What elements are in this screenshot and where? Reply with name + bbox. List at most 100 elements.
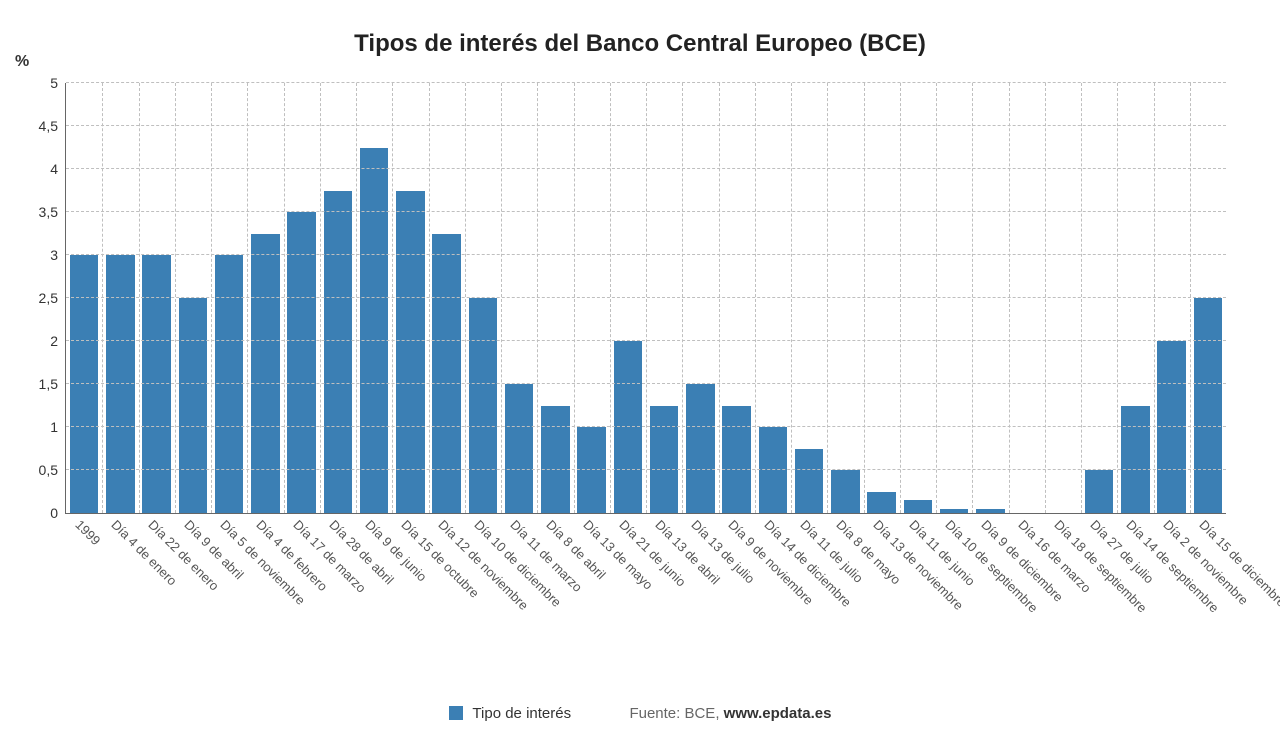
gridline-v [284,83,285,513]
bar-slot [429,83,465,513]
bar [432,234,460,514]
chart-container: Tipos de interés del Banco Central Europ… [0,0,1280,752]
y-tick-label: 1 [50,419,66,435]
bar-slot [102,83,138,513]
y-tick-label: 4,5 [39,118,66,134]
bar [976,509,1004,513]
bar [686,384,714,513]
legend-swatch [449,706,463,720]
gridline-v [646,83,647,513]
bar [324,191,352,514]
gridline-v [102,83,103,513]
bar-slot [247,83,283,513]
gridline-v [1009,83,1010,513]
gridline-v [936,83,937,513]
y-tick-label: 0,5 [39,462,66,478]
bar [70,255,98,513]
gridline-v [719,83,720,513]
bar [142,255,170,513]
gridline-v [864,83,865,513]
gridline-v [791,83,792,513]
bar-slot [900,83,936,513]
y-tick-label: 4 [50,161,66,177]
bar-slot [392,83,428,513]
bar [215,255,243,513]
y-tick-label: 5 [50,75,66,91]
gridline-v [465,83,466,513]
bar-slot [827,83,863,513]
bar [722,406,750,514]
x-tick-label: Día 11 de julio [798,517,867,586]
y-unit-label: % [15,53,29,71]
bar [904,500,932,513]
gridline-v [175,83,176,513]
bar-slot [936,83,972,513]
x-tick-label: Día 8 de mayo [834,517,904,587]
x-tick-label: Día 4 de enero [109,517,180,588]
gridline-v [1117,83,1118,513]
plot-inner: 00,511,522,533,544,55 [65,83,1226,514]
gridline-v [827,83,828,513]
bar-slot [211,83,247,513]
bar-slot [356,83,392,513]
bar-slot [139,83,175,513]
bar-slot [791,83,827,513]
bar-slot [682,83,718,513]
bar-slot [864,83,900,513]
bar [867,492,895,514]
bar [396,191,424,514]
gridline-v [537,83,538,513]
bar [1085,470,1113,513]
bar [614,341,642,513]
gridline-v [211,83,212,513]
bar [1157,341,1185,513]
plot-area: % 00,511,522,533,544,55 1999Día 4 de ene… [65,83,1225,513]
bar-slot [1117,83,1153,513]
y-tick-label: 3,5 [39,204,66,220]
x-tick-label: Día 13 de julio [689,517,758,586]
bar [251,234,279,514]
bar [1194,298,1222,513]
chart-title: Tipos de interés del Banco Central Europ… [10,30,1270,58]
gridline-v [900,83,901,513]
gridline-v [682,83,683,513]
bar [360,148,388,514]
bar-slot [1190,83,1226,513]
bar-slot [501,83,537,513]
y-tick-label: 2 [50,333,66,349]
bar [179,298,207,513]
bar-slot [755,83,791,513]
bar [287,212,315,513]
bar [831,470,859,513]
gridline-v [574,83,575,513]
bar [541,406,569,514]
bar-slot [719,83,755,513]
gridline-v [1045,83,1046,513]
bar-slot [1081,83,1117,513]
bar-slot [537,83,573,513]
gridline-v [1081,83,1082,513]
gridline-v [139,83,140,513]
bar [759,427,787,513]
bar [1121,406,1149,514]
gridline-v [247,83,248,513]
x-tick-label: 1999 [73,517,104,548]
gridline-v [501,83,502,513]
gridline-v [1190,83,1191,513]
bar [106,255,134,513]
bar [940,509,968,513]
bar [577,427,605,513]
bar-slot [1045,83,1081,513]
bar-slot [1154,83,1190,513]
bar-slot [175,83,211,513]
gridline-v [755,83,756,513]
gridline-v [610,83,611,513]
y-tick-label: 1,5 [39,376,66,392]
legend-series-label: Tipo de interés [472,705,571,722]
bar [505,384,533,513]
bar [650,406,678,514]
bar-slot [610,83,646,513]
bar-slot [574,83,610,513]
bar [469,298,497,513]
bar-slot [465,83,501,513]
